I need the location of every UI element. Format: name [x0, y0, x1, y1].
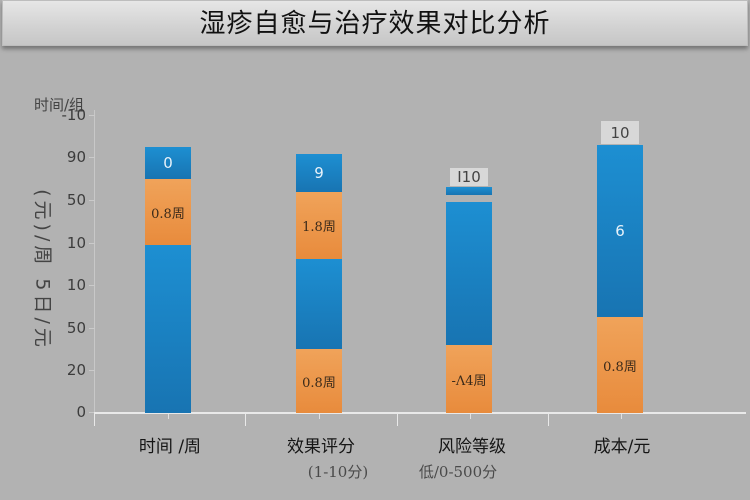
- y-tick-mark: [89, 370, 95, 371]
- y-tick-label: 50: [66, 191, 86, 209]
- y-tick-mark: [89, 328, 95, 329]
- bar-segment-blue: 6: [597, 145, 643, 317]
- category-label-risk: 风险等级: [438, 437, 506, 457]
- x-axis-divider: [245, 414, 246, 426]
- segment-label: 6: [615, 222, 625, 240]
- segment-label: 0: [163, 154, 173, 172]
- bar-segment-orange: 1.8周: [296, 192, 342, 259]
- x-axis-divider: [548, 414, 549, 426]
- y-tick-mark: [89, 157, 95, 158]
- segment-label: 0.8周: [603, 359, 637, 375]
- y-tick-label: 20: [66, 361, 86, 379]
- bar-segment-blue: [446, 187, 492, 195]
- y-axis-line: [94, 110, 95, 414]
- bar-segment-blue: 0: [145, 147, 191, 179]
- bar-segment-orange: 0.8周: [145, 179, 191, 245]
- bar-segment-orange: 0.8周: [597, 317, 643, 413]
- bar-value-box: 10: [601, 121, 639, 144]
- bar-segment-orange: 0.8周: [296, 349, 342, 413]
- x-axis-tick: [319, 414, 320, 419]
- bar-segment-blue: [145, 245, 191, 413]
- segment-label: 9: [314, 164, 324, 182]
- segment-label: 1.8周: [302, 220, 336, 235]
- y-axis-title: 时间/组: [34, 96, 85, 114]
- category-label-cost: 成本/元: [593, 437, 651, 457]
- y-tick-label: -10: [61, 106, 87, 124]
- bar-segment-orange: -Λ4周: [446, 345, 492, 413]
- y-tick-mark: [89, 243, 95, 244]
- y-tick-mark: [89, 115, 95, 116]
- x-axis-tick: [470, 414, 471, 419]
- category-label-time: 时间 /周: [138, 437, 202, 457]
- y-tick-mark: [89, 412, 95, 413]
- segment-label: -Λ4周: [451, 373, 487, 389]
- bar-segment-blue: [446, 202, 492, 345]
- y-tick-label: 0: [76, 403, 86, 421]
- x-axis-divider: [397, 414, 398, 426]
- y-axis-label: (元)/周 5日/元: [31, 189, 54, 351]
- segment-label: 0.8周: [151, 206, 185, 222]
- bar-value-box: I10: [450, 168, 488, 186]
- y-tick-label: 10: [66, 276, 86, 294]
- x-axis-tick: [168, 414, 169, 419]
- category-label-effect: 效果评分: [287, 437, 355, 457]
- x-axis-divider: [94, 414, 95, 426]
- bar-segment-blue: [296, 259, 342, 349]
- category-sublabel-effect: (1-10分): [307, 463, 369, 481]
- bar-segment-blue: 9: [296, 154, 342, 192]
- y-tick-label: 50: [66, 319, 86, 337]
- segment-label: 0.8周: [302, 375, 336, 391]
- title-banner: 湿疹自愈与治疗效果对比分析: [2, 0, 748, 46]
- y-tick-mark: [89, 200, 95, 201]
- y-tick-label: 90: [66, 148, 86, 166]
- x-axis-line: [94, 412, 746, 414]
- x-axis-tick: [621, 414, 622, 419]
- chart-title: 湿疹自愈与治疗效果对比分析: [199, 8, 551, 39]
- category-sublabel-risk: 低/0-500分: [418, 463, 498, 481]
- y-tick-mark: [89, 285, 95, 286]
- y-tick-label: 10: [66, 234, 86, 252]
